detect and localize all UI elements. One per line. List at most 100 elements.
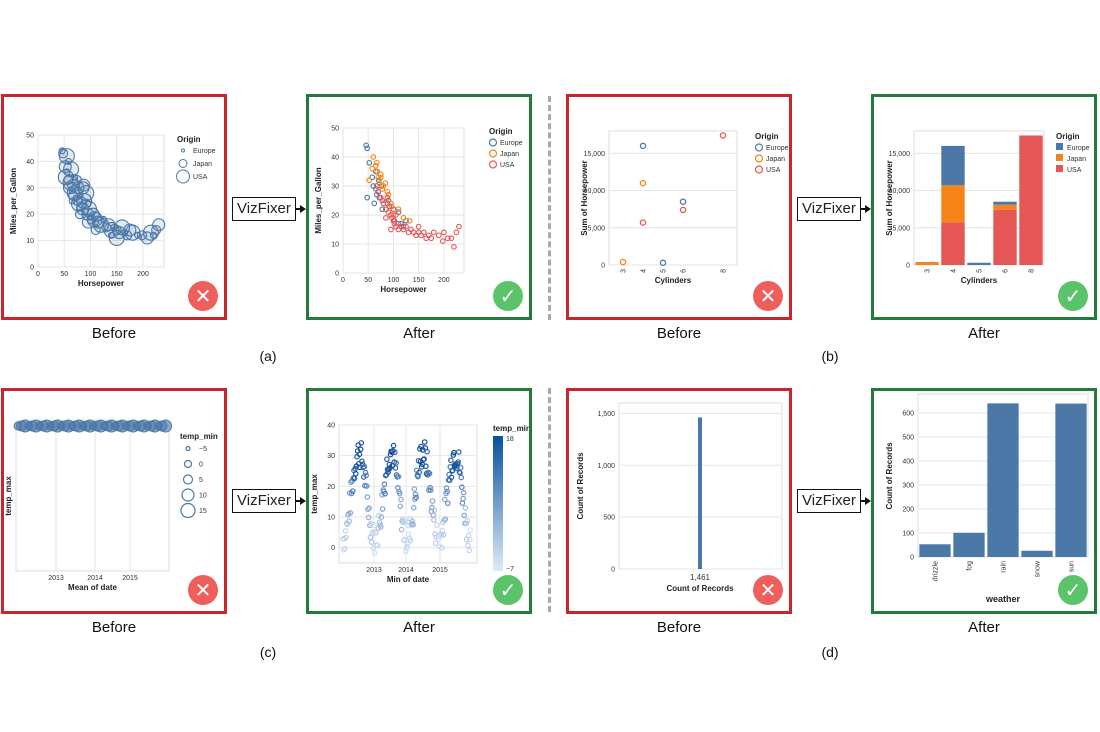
sublabel-a: (a)	[259, 348, 277, 364]
data-point	[64, 157, 72, 165]
legend-symbol	[488, 160, 498, 169]
data-point	[356, 451, 363, 458]
check-icon: ✓	[1058, 575, 1088, 605]
data-point	[370, 154, 377, 160]
x-tick-label: 200	[137, 271, 149, 278]
legend-symbol	[185, 445, 191, 452]
data-point	[366, 505, 373, 511]
data-point	[384, 188, 391, 195]
data-point	[381, 481, 388, 487]
chart-b-after: 0 5,000 10,000 15,000 3 4 5 6 8 Cylinders Sum of H…	[885, 130, 1090, 285]
y-axis-title: Count of Records	[885, 442, 894, 510]
panel-d-after: 0 100 200 300 400 500 600 drizzle fog rain snow sun…	[871, 388, 1097, 614]
data-point	[379, 206, 386, 213]
data-point	[639, 179, 647, 187]
legend-symbol	[754, 143, 764, 152]
x-axis-title: Min of date	[387, 575, 430, 584]
data-point	[377, 524, 384, 530]
data-point	[462, 505, 469, 511]
legend-symbol	[182, 474, 194, 485]
cross-icon: ✕	[753, 575, 783, 605]
legend-label: 5	[199, 477, 203, 484]
y-tick-label: 10	[331, 242, 339, 249]
arrow-head-icon	[300, 497, 306, 505]
vizfixer-label: VizFixer	[232, 197, 296, 221]
y-tick-label: 40	[331, 155, 339, 162]
x-axis-title: Horsepower	[78, 279, 124, 288]
y-tick-label: 600	[902, 411, 914, 418]
y-tick-label: 0	[601, 263, 605, 270]
data-point	[435, 232, 442, 239]
x-tick-label: 200	[438, 277, 450, 284]
bar	[1021, 550, 1053, 557]
data-point	[393, 212, 399, 218]
legend-symbol	[1056, 154, 1063, 161]
data-point	[411, 486, 418, 492]
y-tick-label: 30	[327, 453, 335, 460]
x-tick-label: sun	[1069, 561, 1076, 572]
y-tick-label: 300	[902, 483, 914, 490]
x-tick-label: 5	[977, 269, 984, 273]
data-point	[372, 162, 379, 169]
chart-c-before: 2013 2014 2015 Mean of date temp_max temp_min…	[4, 419, 218, 592]
data-point	[349, 488, 356, 494]
chart-b-before: 0 5,000 10,000 15,000 3 4 5 6 8 Cylinders Sum of H…	[580, 130, 789, 285]
x-tick-label: fog	[967, 561, 974, 571]
data-point	[369, 174, 376, 181]
data-point	[425, 469, 432, 476]
x-axis-title: Horsepower	[380, 285, 426, 294]
data-point	[390, 442, 397, 449]
legend-label: 15	[199, 508, 207, 515]
data-point	[77, 178, 91, 192]
data-point	[461, 512, 468, 519]
cross-icon: ✕	[753, 281, 783, 311]
x-tick-label: 100	[85, 271, 97, 278]
data-point	[719, 132, 727, 139]
data-point	[456, 449, 462, 455]
y-tick-label: 40	[327, 423, 335, 430]
data-point	[409, 518, 416, 524]
y-axis-title: Sum of Horsepower	[580, 160, 589, 236]
x-tick-label: 6	[681, 269, 688, 273]
x-tick-label: drizzle	[933, 561, 940, 581]
section-divider	[548, 96, 551, 320]
legend-label: Japan	[500, 151, 519, 158]
y-tick-label: 1,500	[597, 411, 615, 418]
caption-after: After	[968, 325, 1000, 342]
data-point	[442, 516, 449, 522]
x-axis-title: Mean of date	[68, 583, 117, 592]
data-point	[363, 142, 370, 149]
data-point	[386, 461, 393, 468]
chart-d-before: 0 500 1,000 1,500 1,461 Count of Records Count…	[576, 402, 783, 593]
legend-title: Origin	[489, 127, 513, 136]
data-point	[373, 530, 379, 536]
data-point	[393, 460, 399, 466]
data-point	[365, 506, 371, 513]
arrow	[861, 208, 867, 210]
data-point	[679, 198, 687, 205]
y-tick-label: 10	[327, 515, 335, 522]
x-tick-label: 3	[925, 269, 932, 273]
data-point	[392, 449, 398, 456]
data-point	[388, 226, 394, 233]
legend-min-label: −7	[506, 566, 514, 573]
data-point	[107, 231, 116, 239]
panel-a-before: 0 10 20 30 40 50 0 50 100 150 200 Horsepower Miles_p…	[1, 94, 227, 320]
legend-gradient-bar	[493, 436, 503, 571]
x-tick-label: 1,461	[690, 573, 711, 582]
data-point	[420, 229, 427, 236]
data-point	[346, 518, 352, 524]
data-point	[152, 218, 166, 232]
data-point	[404, 543, 410, 550]
data-point	[365, 514, 372, 521]
x-tick-label: 3	[621, 269, 628, 273]
plot-frame	[37, 134, 165, 268]
legend-label: USA	[500, 162, 515, 169]
legend-label: USA	[193, 174, 208, 181]
x-tick-label: 100	[388, 277, 400, 284]
data-point	[398, 496, 404, 503]
y-tick-label: 0	[30, 265, 34, 272]
data-point	[81, 215, 95, 229]
x-axis-title: Cylinders	[655, 276, 692, 285]
data-point	[421, 456, 427, 462]
